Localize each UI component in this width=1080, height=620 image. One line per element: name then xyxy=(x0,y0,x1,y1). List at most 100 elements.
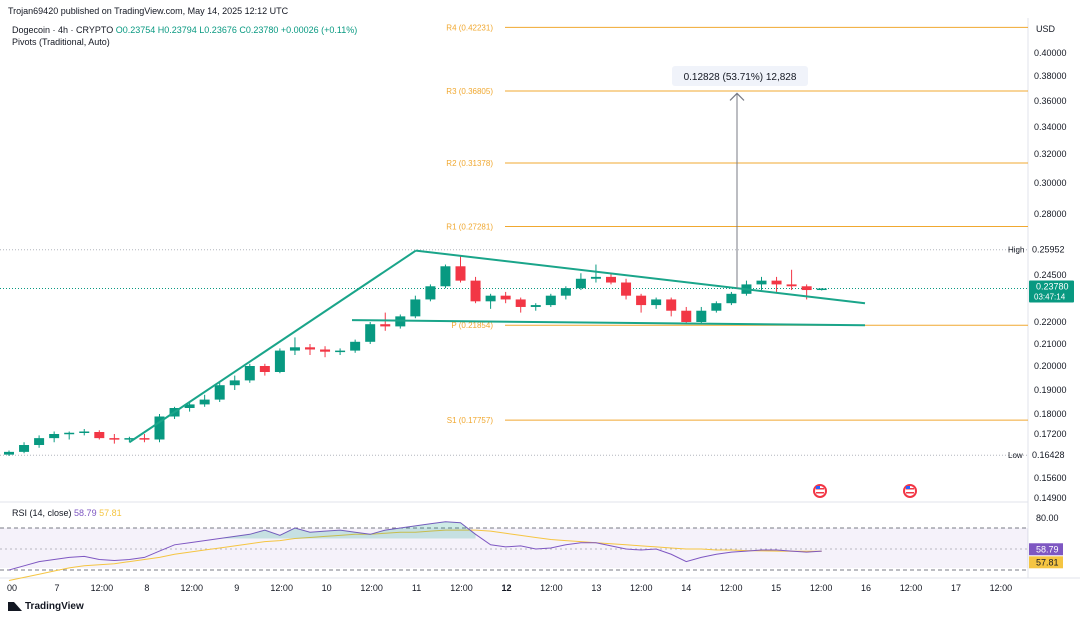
flagpole-line xyxy=(128,249,417,444)
pivot-label: P (0.21854) xyxy=(451,321,493,330)
candle-body xyxy=(560,288,571,296)
candle-body xyxy=(816,288,827,291)
candle-body xyxy=(335,350,346,353)
candle-body xyxy=(425,286,436,300)
pivot-label: R4 (0.42231) xyxy=(446,23,493,32)
x-tick-label: 8 xyxy=(144,583,149,593)
indicator-legend: Pivots (Traditional, Auto) xyxy=(12,37,110,47)
low-label: Low xyxy=(1008,451,1023,460)
candle-body xyxy=(259,366,270,372)
candle-body xyxy=(756,280,767,285)
us-flag-icon xyxy=(906,492,914,494)
candle-body xyxy=(801,286,812,291)
y-tick-label: 0.15600 xyxy=(1034,473,1067,483)
symbol-name: Dogecoin · 4h · CRYPTO xyxy=(12,25,114,35)
candle-body xyxy=(621,282,632,296)
flag-upper-line xyxy=(415,249,866,305)
us-flag-icon xyxy=(816,486,820,489)
us-flag-icon xyxy=(906,486,910,489)
candle-body xyxy=(786,284,797,287)
candle-body xyxy=(350,341,361,351)
y-tick-label: 0.38000 xyxy=(1034,71,1067,81)
x-tick-label: 12:00 xyxy=(990,583,1013,593)
y-tick-label: 0.30000 xyxy=(1034,178,1067,188)
x-tick-label: 15 xyxy=(771,583,781,593)
y-tick-label: 0.18000 xyxy=(1034,409,1067,419)
high-label: High xyxy=(1008,246,1024,255)
candle-body xyxy=(19,445,30,452)
x-tick-label: 7 xyxy=(54,583,59,593)
currency-label: USD xyxy=(1036,24,1056,34)
rsi-ma-value: 57.81 xyxy=(99,508,122,518)
candle-body xyxy=(771,280,782,285)
candle-body xyxy=(606,276,616,283)
candle-body xyxy=(184,404,195,408)
x-tick-label: 10 xyxy=(322,583,332,593)
candle-body xyxy=(485,295,496,302)
y-tick-label: 0.22000 xyxy=(1034,317,1067,327)
rsi-ma-badge-value: 57.81 xyxy=(1036,557,1059,567)
rsi-overbought-fill xyxy=(219,521,476,539)
y-tick-label: 0.21000 xyxy=(1034,339,1067,349)
rsi-line xyxy=(8,521,822,571)
y-tick-label: 0.17200 xyxy=(1034,429,1067,439)
x-tick-label: 11 xyxy=(412,583,421,593)
candle-body xyxy=(500,295,511,300)
x-tick-label: 9 xyxy=(234,583,239,593)
tradingview-logo[interactable]: TradingView xyxy=(8,601,84,612)
pivot-label: S1 (0.17757) xyxy=(447,416,494,425)
y-tick-label: 0.36000 xyxy=(1034,96,1067,106)
candle-body xyxy=(590,276,601,279)
x-tick-label: 12:00 xyxy=(360,583,383,593)
candle-body xyxy=(229,380,240,386)
candle-body xyxy=(199,399,210,405)
candle-body xyxy=(154,416,165,440)
rsi-ma-badge xyxy=(1029,556,1063,569)
candle-body xyxy=(49,434,60,439)
x-tick-label: 12:00 xyxy=(900,583,923,593)
y-tick-label: 0.24500 xyxy=(1034,270,1067,280)
candle-body xyxy=(4,451,14,455)
x-tick-label: 12:00 xyxy=(720,583,743,593)
low-value: 0.16428 xyxy=(1032,450,1065,460)
publisher-caption: Trojan69420 published on TradingView.com… xyxy=(8,6,289,16)
y-tick-label: 0.28000 xyxy=(1034,209,1067,219)
candle-body xyxy=(305,347,315,350)
candle-body xyxy=(124,438,135,440)
candle-body xyxy=(530,305,541,307)
candle-body xyxy=(681,310,692,322)
x-tick-label: 00 xyxy=(7,583,17,593)
bar-countdown: 03:47:14 xyxy=(1034,293,1066,302)
y-tick-label: 0.19000 xyxy=(1034,385,1067,395)
candle-body xyxy=(380,324,391,327)
candle-body xyxy=(440,266,451,287)
measure-label-box xyxy=(672,66,808,86)
candle-body xyxy=(64,432,75,435)
candle-body xyxy=(636,295,647,306)
x-tick-label: 12:00 xyxy=(630,583,653,593)
candle-body xyxy=(94,432,105,439)
rsi-ma-line xyxy=(8,529,822,581)
candle-body xyxy=(696,310,707,322)
rsi-badge-value: 58.79 xyxy=(1036,544,1059,554)
x-tick-label: 12 xyxy=(501,583,511,593)
candle-body xyxy=(666,299,677,311)
candle-body xyxy=(726,293,737,304)
y-tick-label: 0.20000 xyxy=(1034,361,1067,371)
candle-body xyxy=(410,299,421,317)
rsi-value: 58.79 xyxy=(74,508,97,518)
candle-body xyxy=(214,385,225,400)
candle-body xyxy=(320,349,331,352)
rsi-label: RSI (14, close) xyxy=(12,508,72,518)
candle-body xyxy=(289,347,300,351)
measure-arrow-head xyxy=(729,92,745,101)
tradingview-brand: TradingView xyxy=(25,601,84,612)
pivot-label: R2 (0.31378) xyxy=(446,159,493,168)
tradingview-logo-icon xyxy=(8,602,22,611)
candle-body xyxy=(455,266,466,281)
rsi-badge xyxy=(1029,543,1063,556)
candle-body xyxy=(711,303,722,311)
candle-body xyxy=(109,438,120,440)
rsi-tick-label: 80.00 xyxy=(1036,513,1059,523)
